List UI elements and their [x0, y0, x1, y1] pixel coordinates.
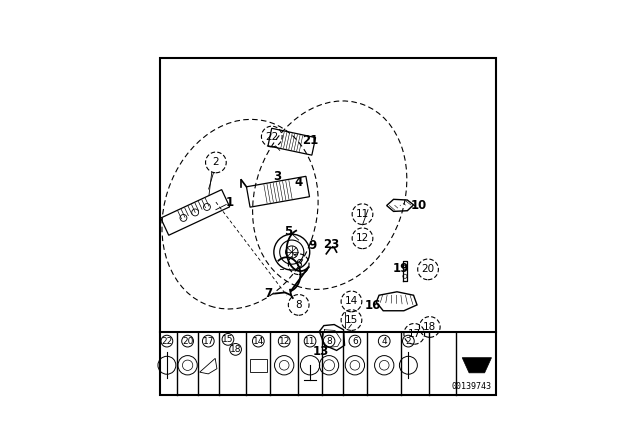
Text: 17: 17 — [408, 329, 421, 339]
Text: 21: 21 — [302, 134, 318, 147]
Text: 23: 23 — [323, 238, 340, 251]
Text: 9: 9 — [308, 239, 317, 252]
Text: 11: 11 — [304, 336, 316, 345]
Text: 20: 20 — [182, 336, 193, 345]
Bar — [250, 359, 267, 372]
Text: 8: 8 — [326, 336, 332, 345]
Text: 1: 1 — [226, 196, 234, 209]
Text: 22: 22 — [161, 336, 173, 345]
Text: 4: 4 — [294, 176, 303, 189]
Text: 13: 13 — [313, 345, 329, 358]
Text: 22: 22 — [265, 132, 278, 142]
Text: 18: 18 — [230, 345, 241, 354]
Text: 12: 12 — [278, 336, 290, 345]
Text: 11: 11 — [356, 209, 369, 219]
Text: 00139743: 00139743 — [452, 382, 492, 391]
Text: 6: 6 — [296, 259, 302, 269]
Text: 5: 5 — [284, 225, 292, 238]
Text: 20: 20 — [422, 264, 435, 274]
Text: 10: 10 — [410, 199, 426, 212]
Text: 6: 6 — [352, 336, 358, 345]
Text: 14: 14 — [253, 336, 264, 345]
Text: 15: 15 — [222, 335, 234, 344]
Text: 15: 15 — [345, 315, 358, 325]
Text: 16: 16 — [365, 299, 381, 312]
Text: 14: 14 — [345, 297, 358, 306]
Text: 4: 4 — [381, 336, 387, 345]
Text: 19: 19 — [392, 262, 408, 275]
Text: 12: 12 — [356, 233, 369, 243]
Text: 17: 17 — [202, 336, 214, 345]
Text: 7: 7 — [264, 287, 273, 300]
Text: 18: 18 — [423, 322, 436, 332]
Text: 2: 2 — [212, 157, 220, 168]
Polygon shape — [462, 358, 492, 373]
Text: 3: 3 — [273, 170, 282, 183]
Text: 2: 2 — [406, 336, 411, 345]
Text: 8: 8 — [296, 300, 302, 310]
